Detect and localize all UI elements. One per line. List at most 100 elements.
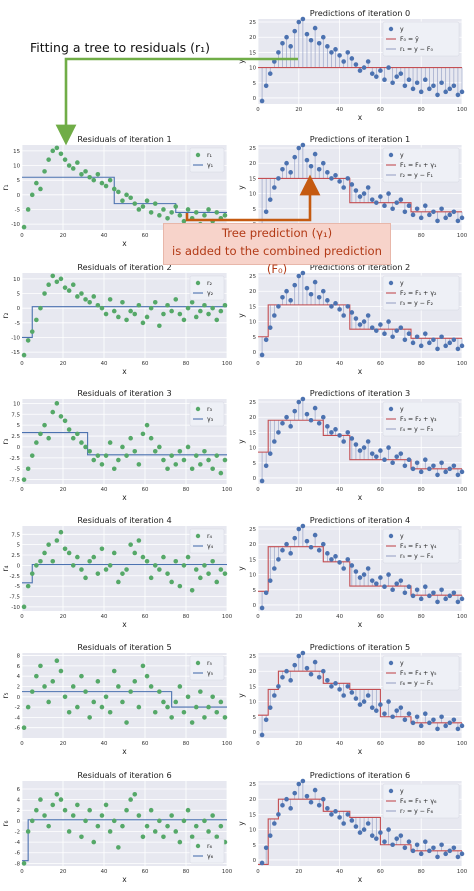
data-point (455, 346, 461, 352)
x-tick-label: 20 (295, 107, 302, 113)
data-point (443, 343, 448, 349)
data-point (325, 424, 330, 429)
data-point (206, 207, 211, 212)
x-tick-label: 0 (20, 233, 24, 239)
y-tick-label: 2 (17, 808, 20, 814)
step-line (22, 432, 227, 456)
x-tick-label: 20 (295, 869, 302, 875)
data-point (280, 674, 285, 680)
data-point (427, 340, 432, 346)
data-point (42, 169, 47, 174)
y-tick-label: 4 (17, 798, 21, 804)
data-point (21, 477, 27, 482)
y-tick-label: -5 (15, 207, 20, 213)
x-axis-label: x (358, 747, 363, 756)
y-tick-label: 20 (249, 161, 256, 167)
data-point (459, 851, 465, 857)
legend-marker (388, 533, 394, 539)
data-point (120, 198, 125, 203)
data-point (369, 71, 375, 76)
data-point (418, 343, 424, 349)
data-point (398, 705, 404, 710)
data-point (316, 420, 322, 426)
legend-label: r₆ (207, 843, 213, 850)
data-point (431, 845, 436, 851)
data-point (58, 797, 64, 802)
data-point (320, 288, 326, 294)
x-tick-label: 20 (295, 487, 302, 493)
data-point (222, 457, 228, 463)
data-point (91, 457, 97, 463)
data-point (374, 328, 379, 333)
chart-title: Residuals of iteration 4 (77, 515, 171, 525)
data-point (337, 179, 342, 184)
data-point (206, 311, 211, 317)
data-point (66, 288, 72, 293)
data-point (402, 590, 408, 596)
x-tick-label: 40 (101, 869, 108, 875)
data-point (284, 796, 289, 802)
x-tick-label: 100 (222, 614, 233, 620)
data-point (459, 469, 465, 475)
data-point (316, 166, 322, 172)
data-point (386, 319, 391, 324)
data-point (148, 575, 154, 581)
data-point (193, 314, 199, 320)
y-axis-label: r₃ (1, 438, 10, 444)
data-point (435, 854, 440, 860)
data-point (198, 462, 203, 467)
data-point (189, 587, 195, 593)
data-point (272, 313, 277, 318)
data-point (189, 215, 195, 221)
data-point (402, 209, 408, 215)
data-point (148, 210, 154, 215)
data-point (394, 328, 400, 333)
y-tick-label: 5 (17, 423, 20, 429)
chart-title: Predictions of iteration 4 (310, 515, 410, 525)
data-point (79, 172, 84, 177)
data-point (422, 839, 428, 845)
data-point (25, 704, 31, 710)
data-point (292, 790, 298, 796)
legend-label: F₅ = F₄ + γ₅ (400, 670, 437, 677)
y-axis-label: y (237, 439, 246, 444)
legend-label: γ₅ (207, 670, 214, 677)
data-point (70, 166, 76, 171)
y-tick-label: 4 (17, 674, 21, 680)
y-tick-label: 15 (249, 812, 256, 818)
legend-label: r₅ = y − F₄ (400, 553, 433, 560)
data-point (357, 702, 363, 707)
data-point (288, 298, 293, 303)
data-point (202, 213, 207, 218)
y-axis-label: y (237, 821, 246, 826)
data-point (148, 305, 154, 311)
data-point (308, 37, 314, 43)
legend-label: y (400, 280, 404, 287)
data-point (386, 699, 391, 704)
data-point (259, 478, 265, 484)
data-point (177, 449, 183, 454)
data-point (300, 778, 306, 784)
data-point (29, 818, 35, 824)
data-point (325, 170, 330, 175)
data-point (390, 714, 395, 720)
x-tick-label: 60 (142, 614, 149, 620)
data-point (288, 551, 293, 556)
data-point (280, 547, 285, 553)
y-tick-label: 10 (13, 164, 20, 170)
y-tick-label: 0 (253, 730, 257, 736)
x-tick-label: 80 (418, 233, 425, 239)
data-point (136, 538, 142, 543)
data-point (414, 842, 420, 848)
data-point (222, 213, 228, 218)
data-point (38, 558, 43, 564)
data-point (95, 823, 101, 829)
step-line (22, 691, 227, 708)
y-tick-label: 20 (249, 669, 256, 675)
data-point (349, 310, 355, 315)
x-tick-label: 0 (20, 741, 24, 747)
y-tick-label: 15 (249, 684, 256, 690)
data-point (181, 709, 187, 715)
data-point (263, 463, 269, 469)
data-point (447, 212, 453, 218)
